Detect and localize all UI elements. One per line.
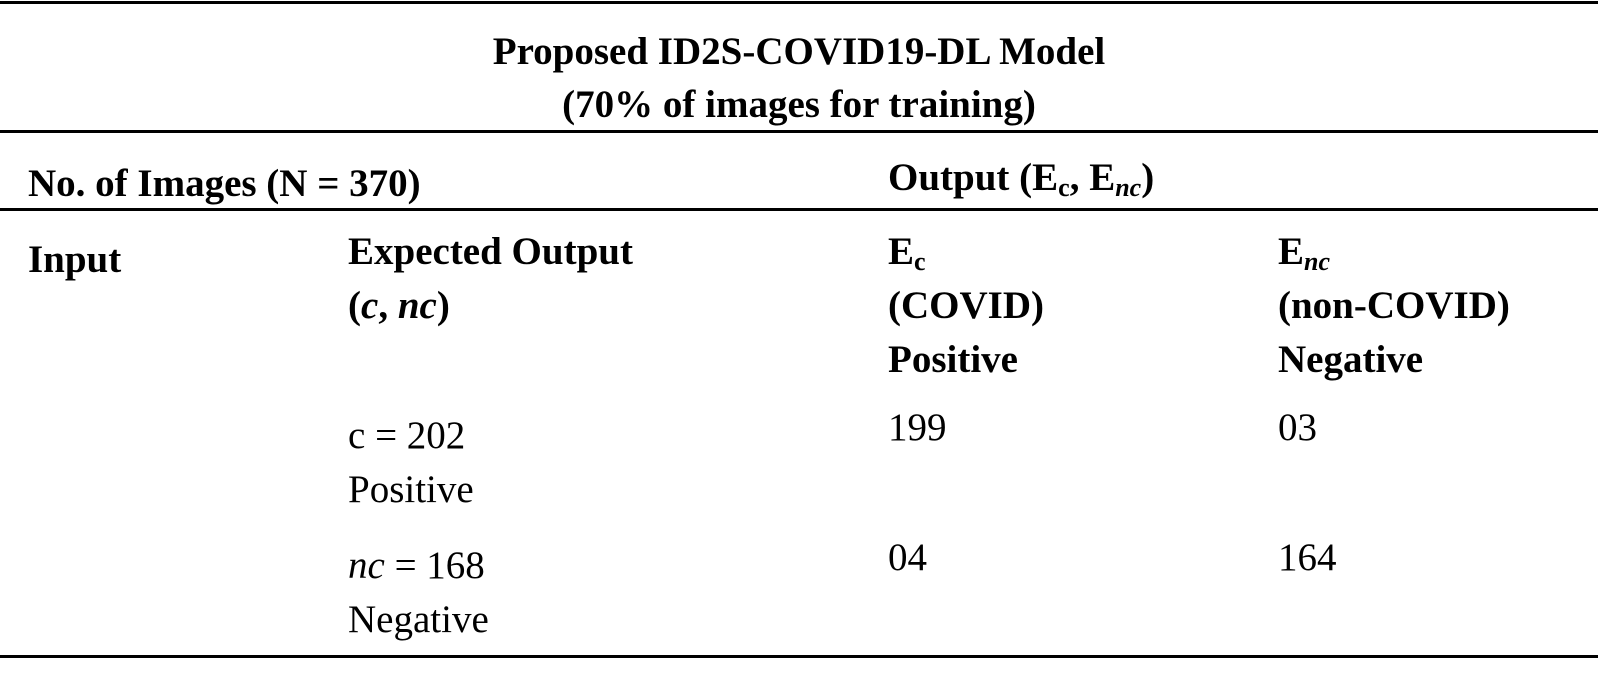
column-header: Input <box>28 238 122 281</box>
subscript: nc <box>1115 173 1141 202</box>
text: Output ( <box>888 156 1033 199</box>
column-header: Expected Output <box>348 230 633 273</box>
header-cell: No. of Images (N = 370) <box>28 162 421 205</box>
text: ) <box>436 284 450 327</box>
text: , <box>378 284 398 327</box>
cell: Negative <box>348 598 489 641</box>
text: E <box>888 230 915 273</box>
column-header: Enc <box>1278 230 1330 275</box>
title-line: (70% of images for training) <box>562 83 1036 126</box>
column-header: Ec <box>888 230 926 275</box>
cell: c = 202 <box>348 416 465 455</box>
text: c <box>361 284 379 327</box>
text: E <box>1278 230 1305 273</box>
cell: Positive <box>348 468 474 511</box>
text: E <box>1089 156 1116 199</box>
cell: nc = 168 <box>348 546 485 585</box>
top-rule <box>0 1 1598 4</box>
column-header: (COVID) <box>888 284 1044 327</box>
text: , <box>1069 156 1090 199</box>
text: E <box>1032 156 1059 199</box>
text: nc <box>1304 247 1331 276</box>
subscript: nc <box>1304 247 1330 276</box>
text: nc <box>397 284 437 327</box>
subscript: c <box>1058 173 1070 202</box>
cell: 164 <box>1278 536 1337 579</box>
bottom-rule <box>0 655 1598 658</box>
cell: 03 <box>1278 406 1317 449</box>
rule <box>0 208 1598 211</box>
subscript: c <box>914 247 926 276</box>
cell: 199 <box>888 406 947 449</box>
text: nc <box>348 544 385 587</box>
column-header: (non-COVID) <box>1278 284 1510 327</box>
text: ) <box>1141 156 1155 199</box>
cell: 04 <box>888 536 927 579</box>
column-header: Positive <box>888 338 1018 381</box>
rule <box>0 130 1598 133</box>
text: c <box>348 414 366 457</box>
text: nc <box>1115 173 1142 202</box>
column-header: Negative <box>1278 338 1424 381</box>
header-cell: Output (Ec, Enc) <box>888 156 1155 201</box>
title-line: Proposed ID2S-COVID19-DL Model <box>492 30 1106 73</box>
text: ( <box>348 284 361 327</box>
column-header: (c, nc) <box>348 286 450 325</box>
text: = 168 <box>384 544 485 587</box>
text: = 202 <box>365 414 466 457</box>
